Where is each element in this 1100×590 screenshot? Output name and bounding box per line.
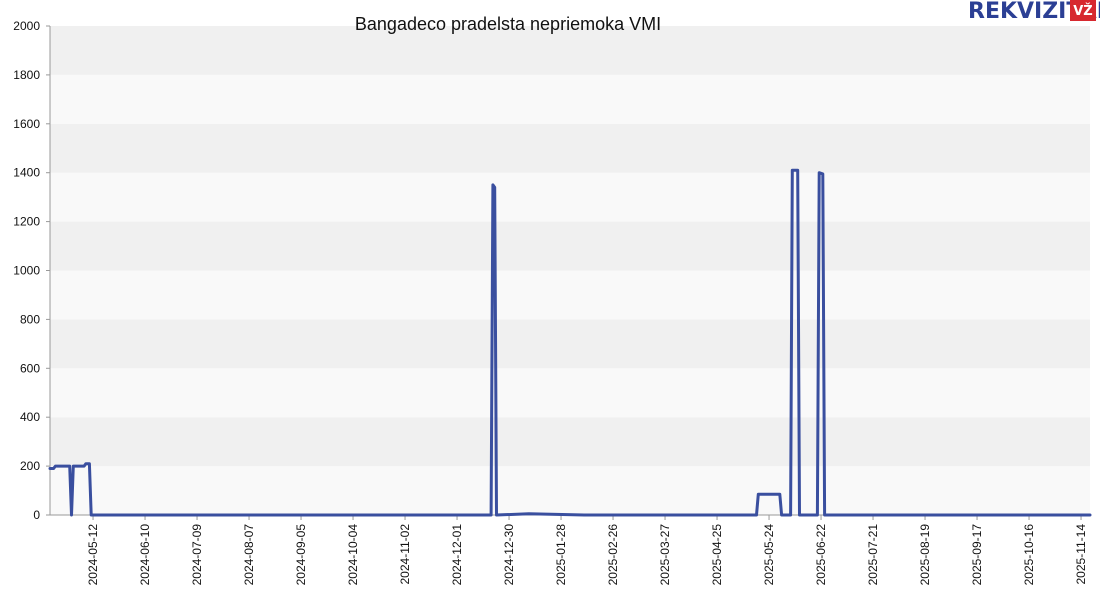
x-axis-ticks: 2024-05-12 2024-06-10 2024-07-09 2024-08-07…	[86, 515, 1088, 585]
y-tick-label: 1200	[13, 215, 40, 229]
x-tick-label: 2024-09-05	[294, 524, 308, 586]
x-tick-label: 2025-03-27	[658, 524, 672, 586]
series-line	[48, 168, 1092, 517]
grid-band	[50, 319, 1090, 369]
y-tick-label: 2000	[13, 19, 40, 33]
x-tick-label: 2025-09-17	[970, 524, 984, 586]
x-tick-label: 2025-02-26	[606, 524, 620, 586]
x-tick-label: 2024-12-01	[450, 524, 464, 586]
y-tick-label: 800	[20, 312, 40, 326]
grid-band	[50, 417, 1090, 467]
brand-logo: REKVIZITAI VŽ	[968, 0, 1100, 24]
y-tick-label: 1600	[13, 117, 40, 131]
x-tick-label: 2025-10-16	[1022, 524, 1036, 586]
x-tick-label: 2024-11-02	[398, 524, 412, 585]
x-tick-label: 2024-08-07	[242, 524, 256, 586]
y-tick-label: 600	[20, 361, 40, 375]
y-tick-label: 1800	[13, 68, 40, 82]
y-tick-label: 1000	[13, 264, 40, 278]
y-tick-label: 1400	[13, 166, 40, 180]
x-tick-label: 2025-04-25	[710, 524, 724, 586]
x-tick-label: 2024-07-09	[190, 524, 204, 586]
y-tick-label: 400	[20, 410, 40, 424]
grid-band	[50, 74, 1090, 124]
brand-badge	[1070, 0, 1096, 21]
grid-band	[50, 172, 1090, 222]
grid-band	[50, 123, 1090, 173]
x-tick-label: 2025-11-14	[1074, 524, 1088, 585]
grid-bands	[50, 26, 1090, 515]
x-tick-label: 2024-06-10	[138, 524, 152, 586]
grid-band	[50, 466, 1090, 515]
chart-title: Bangadeco pradelsta nepriemoka VMI	[355, 14, 661, 34]
y-axis-ticks: 0 200 400 600 800 1000 1200 1400 1600 1800 2000	[13, 19, 50, 522]
y-tick-label: 0	[33, 508, 40, 522]
grid-band	[50, 26, 1090, 75]
x-tick-label: 2025-01-28	[554, 524, 568, 586]
x-tick-label: 2025-06-22	[814, 524, 828, 586]
x-tick-label: 2024-05-12	[86, 524, 100, 586]
x-tick-label: 2025-08-19	[918, 524, 932, 586]
x-tick-label: 2025-07-21	[866, 524, 880, 586]
x-tick-label: 2024-12-30	[502, 524, 516, 586]
x-tick-label: 2024-10-04	[346, 524, 360, 586]
grid-band	[50, 221, 1090, 271]
grid-band	[50, 368, 1090, 418]
y-tick-label: 200	[20, 459, 40, 473]
brand-badge-text: VŽ	[1073, 3, 1093, 19]
grid-band	[50, 270, 1090, 320]
x-tick-label: 2025-05-24	[762, 524, 776, 586]
